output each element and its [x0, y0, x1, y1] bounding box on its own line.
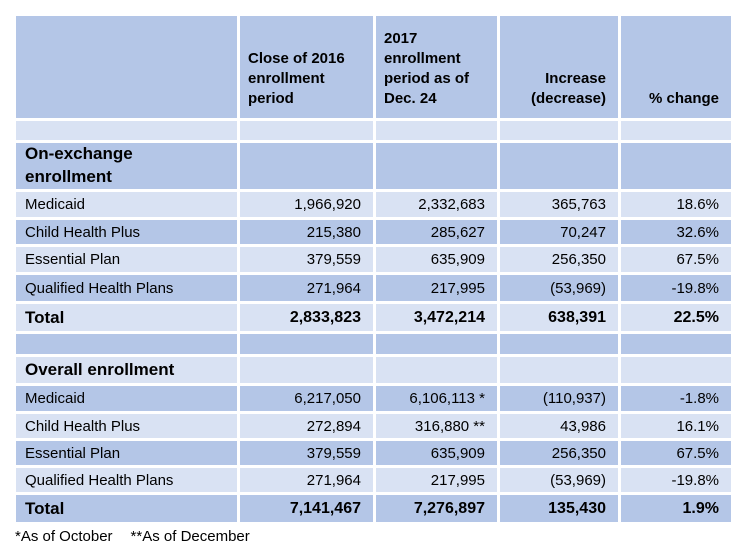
header-cell-blank — [13, 13, 240, 121]
value-2017: 2,332,683 — [373, 189, 500, 220]
spacer-cell — [13, 331, 240, 357]
spacer-cell — [237, 331, 376, 357]
value-2017: 7,276,897 — [373, 492, 500, 525]
value-2017: 285,627 — [373, 217, 500, 247]
section-title-text: Overall enrollment — [25, 359, 175, 379]
value-2016: 271,964 — [237, 272, 376, 304]
value-2016: 1,966,920 — [237, 189, 376, 220]
spacer-cell — [373, 118, 500, 143]
value-increase: 638,391 — [497, 301, 621, 334]
value-pct: 67.5% — [618, 438, 734, 468]
table-row-medicaid-overall: Medicaid 6,217,050 6,106,113 * (110,937)… — [13, 383, 734, 414]
footnote-as-of-october: *As of October — [15, 528, 113, 545]
spacer-row — [13, 118, 734, 143]
spacer-cell — [373, 331, 500, 357]
value-2017: 635,909 — [373, 244, 500, 275]
value-2017: 635,909 — [373, 438, 500, 468]
row-label: Essential Plan — [13, 244, 240, 275]
empty-cell — [618, 140, 734, 192]
table-row-essential-onx: Essential Plan 379,559 635,909 256,350 6… — [13, 244, 734, 275]
section-row-on-exchange: On-exchange enrollment — [13, 140, 734, 192]
table-row-essential-overall: Essential Plan 379,559 635,909 256,350 6… — [13, 438, 734, 468]
enrollment-table: Close of 2016 enrollment period 2017 enr… — [13, 13, 734, 525]
value-pct: 18.6% — [618, 189, 734, 220]
spacer-cell — [497, 331, 621, 357]
header-cell-2017-period: 2017 enrollment period as of Dec. 24 — [373, 13, 500, 121]
table-row-medicaid-onx: Medicaid 1,966,920 2,332,683 365,763 18.… — [13, 189, 734, 220]
spacer-cell — [13, 118, 240, 143]
empty-cell — [618, 354, 734, 386]
value-increase: 256,350 — [497, 244, 621, 275]
row-label: Qualified Health Plans — [13, 272, 240, 304]
value-2016: 379,559 — [237, 438, 376, 468]
empty-cell — [237, 140, 376, 192]
value-increase: (53,969) — [497, 465, 621, 495]
value-pct: -19.8% — [618, 272, 734, 304]
value-2016: 272,894 — [237, 411, 376, 441]
value-increase: (110,937) — [497, 383, 621, 414]
empty-cell — [373, 354, 500, 386]
value-pct: -19.8% — [618, 465, 734, 495]
value-2017: 3,472,214 — [373, 301, 500, 334]
empty-cell — [497, 354, 621, 386]
table-row-chp-onx: Child Health Plus 215,380 285,627 70,247… — [13, 217, 734, 247]
value-increase: 256,350 — [497, 438, 621, 468]
value-2016: 215,380 — [237, 217, 376, 247]
row-label: Medicaid — [13, 189, 240, 220]
value-2016: 2,833,823 — [237, 301, 376, 334]
empty-cell — [373, 140, 500, 192]
value-increase: 365,763 — [497, 189, 621, 220]
spacer-cell — [618, 331, 734, 357]
spacer-cell — [237, 118, 376, 143]
value-pct: -1.8% — [618, 383, 734, 414]
value-2017: 217,995 — [373, 272, 500, 304]
spacer-cell — [497, 118, 621, 143]
value-increase: 70,247 — [497, 217, 621, 247]
empty-cell — [497, 140, 621, 192]
section-row-overall: Overall enrollment — [13, 354, 734, 386]
value-2016: 7,141,467 — [237, 492, 376, 525]
value-2016: 271,964 — [237, 465, 376, 495]
row-label: Child Health Plus — [13, 217, 240, 247]
value-2017: 6,106,113 * — [373, 383, 500, 414]
value-pct: 67.5% — [618, 244, 734, 275]
header-cell-close-2016: Close of 2016 enrollment period — [237, 13, 376, 121]
spacer-cell — [618, 118, 734, 143]
value-pct: 16.1% — [618, 411, 734, 441]
section-title: Overall enrollment — [13, 354, 240, 386]
value-pct: 1.9% — [618, 492, 734, 525]
value-pct: 32.6% — [618, 217, 734, 247]
table-header-row: Close of 2016 enrollment period 2017 enr… — [13, 13, 734, 121]
value-2017: 217,995 — [373, 465, 500, 495]
value-pct: 22.5% — [618, 301, 734, 334]
table-row-total-overall: Total 7,141,467 7,276,897 135,430 1.9% — [13, 492, 734, 525]
spacer-row — [13, 331, 734, 357]
section-title: On-exchange enrollment — [13, 140, 240, 192]
row-label: Total — [13, 492, 240, 525]
row-label: Qualified Health Plans — [13, 465, 240, 495]
row-label: Medicaid — [13, 383, 240, 414]
empty-cell — [237, 354, 376, 386]
value-2017: 316,880 ** — [373, 411, 500, 441]
value-increase: 43,986 — [497, 411, 621, 441]
value-increase: 135,430 — [497, 492, 621, 525]
value-increase: (53,969) — [497, 272, 621, 304]
table-row-qhp-onx: Qualified Health Plans 271,964 217,995 (… — [13, 272, 734, 304]
table-row-qhp-overall: Qualified Health Plans 271,964 217,995 (… — [13, 465, 734, 495]
footnote-as-of-december: **As of December — [130, 528, 250, 545]
table-row-total-onx: Total 2,833,823 3,472,214 638,391 22.5% — [13, 301, 734, 334]
header-cell-increase: Increase (decrease) — [497, 13, 621, 121]
table-row-chp-overall: Child Health Plus 272,894 316,880 ** 43,… — [13, 411, 734, 441]
header-cell-pct-change: % change — [618, 13, 734, 121]
row-label: Child Health Plus — [13, 411, 240, 441]
value-2016: 379,559 — [237, 244, 376, 275]
value-2016: 6,217,050 — [237, 383, 376, 414]
row-label: Essential Plan — [13, 438, 240, 468]
row-label: Total — [13, 301, 240, 334]
section-title-text: On-exchange enrollment — [25, 144, 133, 187]
footnote: *As of October **As of December — [15, 528, 250, 545]
